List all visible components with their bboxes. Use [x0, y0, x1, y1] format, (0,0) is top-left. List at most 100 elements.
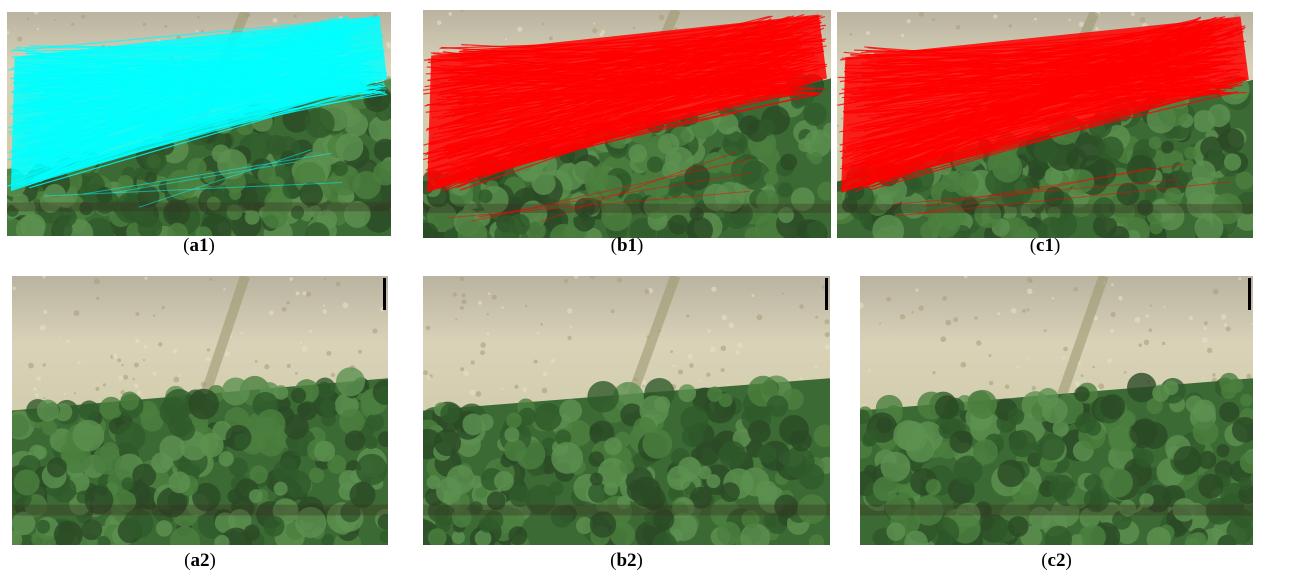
field-texture: [976, 340, 981, 345]
tree-crown: [284, 471, 311, 498]
caption-paren: ): [209, 235, 215, 256]
field-texture: [570, 326, 573, 329]
field-texture: [135, 339, 140, 344]
tree-crown: [935, 395, 959, 419]
tree-crown: [706, 474, 720, 488]
field-texture: [196, 30, 198, 32]
field-texture: [1095, 27, 1098, 30]
tree-crown: [950, 431, 973, 454]
tree-crown: [366, 413, 384, 431]
tree-crown: [876, 417, 892, 433]
field-texture: [1131, 12, 1135, 16]
field-texture: [302, 346, 308, 352]
tree-crown: [1219, 373, 1239, 393]
tree-crown: [720, 482, 740, 502]
tree-crown: [1164, 187, 1183, 206]
field-texture: [727, 384, 729, 386]
field-texture: [1118, 296, 1122, 300]
field-texture: [1203, 327, 1206, 330]
tree-crown: [219, 451, 234, 466]
field-texture: [643, 385, 645, 387]
tree-crown: [1207, 104, 1230, 127]
caption-paren: ): [210, 550, 216, 571]
tree-crown: [37, 399, 59, 421]
field-texture: [66, 340, 70, 344]
tree-crown: [506, 412, 522, 428]
tree-crown: [509, 485, 531, 507]
tree-crown: [1031, 166, 1045, 180]
field-texture: [942, 296, 947, 301]
field-texture: [123, 375, 128, 380]
field-texture: [273, 18, 278, 23]
field-texture: [33, 387, 37, 391]
tree-crown: [810, 152, 823, 165]
tree-crown: [599, 175, 622, 198]
field-texture: [841, 117, 843, 119]
field-texture: [866, 31, 870, 35]
field-texture: [1138, 343, 1142, 347]
tree-crown: [1238, 477, 1252, 491]
field-texture: [1189, 316, 1193, 320]
tree-crown: [953, 171, 979, 197]
field-texture: [71, 23, 74, 26]
caption-label: a1: [190, 235, 209, 256]
field-texture: [1110, 312, 1115, 317]
field-texture: [43, 397, 45, 399]
caption-paren: ): [1065, 550, 1071, 571]
field-texture: [269, 311, 274, 316]
field-texture: [74, 392, 76, 394]
tree-crown: [222, 378, 250, 406]
field-texture: [1224, 323, 1228, 327]
field-texture: [134, 363, 139, 368]
field-texture: [1098, 383, 1104, 389]
field-texture: [58, 337, 60, 339]
tree-crown: [508, 526, 527, 545]
field-texture: [1005, 384, 1010, 389]
tree-crown: [667, 466, 692, 491]
tree-crown: [1034, 139, 1058, 163]
field-texture: [1149, 328, 1153, 332]
tree-crown: [968, 390, 997, 419]
field-texture: [206, 357, 210, 361]
field-texture: [1162, 342, 1166, 346]
field-texture: [850, 33, 853, 36]
tree-crown: [767, 395, 789, 417]
tree-crown: [1152, 384, 1169, 401]
field-texture: [633, 27, 636, 30]
tree-crown: [47, 457, 67, 477]
field-texture: [1207, 348, 1212, 353]
field-texture: [1212, 373, 1216, 377]
tree-crown: [42, 420, 57, 435]
tree-crown: [478, 189, 492, 203]
tree-crown: [780, 154, 797, 171]
aerial-image: [837, 12, 1253, 238]
tree-crown: [1103, 468, 1133, 498]
field-texture: [1062, 356, 1065, 359]
tree-crown: [717, 522, 741, 545]
field-texture: [309, 330, 312, 333]
field-texture: [464, 371, 469, 376]
caption: (b2): [423, 550, 830, 572]
tree-crown: [1074, 386, 1089, 401]
tree-crown: [349, 482, 375, 508]
tree-crown: [1099, 136, 1124, 161]
tree-crown: [587, 381, 619, 413]
aerial-image: [423, 10, 831, 238]
field-texture: [480, 350, 485, 355]
field-texture: [868, 369, 871, 372]
tree-crown: [1037, 388, 1058, 409]
tree-crown: [304, 108, 334, 138]
field-texture: [480, 342, 485, 347]
tree-crown: [597, 162, 610, 175]
field-texture: [153, 371, 157, 375]
field-texture: [43, 310, 47, 314]
tree-crown: [1192, 161, 1216, 185]
caption: (c1): [837, 235, 1253, 257]
field-texture: [164, 25, 167, 28]
caption-label: c2: [1048, 550, 1066, 571]
tree-crown: [604, 481, 618, 495]
tree-crown: [668, 215, 688, 235]
tree-crown: [168, 471, 190, 493]
field-texture: [915, 289, 918, 292]
field-texture: [326, 351, 331, 356]
